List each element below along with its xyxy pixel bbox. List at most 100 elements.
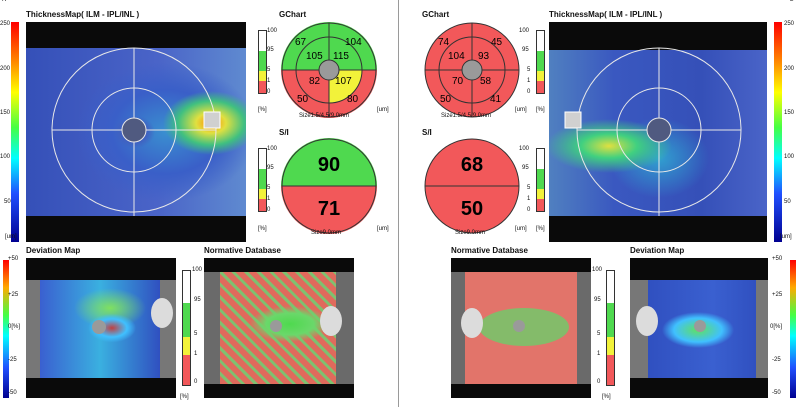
percent-tick: 95 bbox=[194, 297, 201, 303]
normative-database-image[interactable] bbox=[204, 258, 354, 398]
thickness-grid-overlay bbox=[51, 47, 221, 216]
gchart-value: 50 bbox=[297, 94, 309, 105]
percent-tick: 1 bbox=[194, 351, 198, 357]
percent-tick: 100 bbox=[192, 267, 203, 273]
gchart-value: 105 bbox=[306, 51, 323, 62]
thickness-map-image[interactable] bbox=[549, 22, 767, 242]
percent-tick: 100 bbox=[519, 28, 530, 34]
percent-tick: 100 bbox=[267, 28, 278, 34]
thickness-map-title: ThicknessMap( ILM - IPL/INL ) bbox=[26, 10, 140, 19]
percent-tick: 1 bbox=[267, 78, 271, 84]
deviation-tick: -50 bbox=[8, 390, 17, 396]
si-superior-value: 68 bbox=[461, 154, 483, 176]
si-size-label: Size9.0mm bbox=[311, 230, 342, 236]
deviation-color-scale bbox=[3, 260, 9, 398]
um-unit: [um] bbox=[515, 226, 527, 232]
percent-unit: [%] bbox=[180, 394, 189, 400]
percent-tick: 95 bbox=[267, 47, 274, 53]
gchart-value: 67 bbox=[295, 37, 307, 48]
percent-unit: [%] bbox=[536, 226, 545, 232]
percent-tick: 5 bbox=[527, 67, 531, 73]
percent-tick: 1 bbox=[527, 78, 531, 84]
um-unit: [um] bbox=[377, 107, 389, 113]
percent-unit: [%] bbox=[258, 107, 267, 113]
percent-tick: 5 bbox=[597, 331, 601, 337]
percent-tick: 95 bbox=[522, 47, 529, 53]
deviation-map-image[interactable] bbox=[630, 258, 768, 398]
percent-unit: [%] bbox=[536, 107, 545, 113]
gchart-value: 115 bbox=[333, 51, 349, 62]
normative-percent-scale bbox=[182, 270, 191, 386]
percent-tick: 5 bbox=[527, 185, 531, 191]
corner-label-right: L bbox=[790, 0, 794, 3]
thickness-grid-overlay bbox=[564, 47, 742, 216]
deviation-map-title: Deviation Map bbox=[26, 246, 81, 255]
deviation-tick: 0[%] bbox=[770, 324, 783, 330]
thickness-unit: [um] bbox=[780, 234, 792, 240]
normative-percent-scale bbox=[606, 270, 615, 386]
percent-unit: [%] bbox=[602, 394, 611, 400]
gchart-size-label: Size1.5/4.5/9.0mm bbox=[441, 113, 492, 119]
gchart-title: GChart bbox=[422, 10, 450, 19]
percent-tick: 100 bbox=[592, 267, 603, 273]
si-percent-scale bbox=[536, 148, 545, 212]
si-chart-left-eye[interactable]: 68 50 bbox=[424, 138, 520, 234]
thickness-map-title: ThicknessMap( ILM - IPL/INL ) bbox=[549, 10, 663, 19]
si-percent-scale bbox=[258, 148, 267, 212]
percent-tick: 0 bbox=[194, 379, 198, 385]
percent-tick: 0 bbox=[267, 89, 271, 95]
percent-tick: 5 bbox=[267, 67, 271, 73]
deviation-color-scale bbox=[790, 260, 796, 398]
gchart-value: 70 bbox=[452, 76, 464, 87]
percent-tick: 5 bbox=[194, 331, 198, 337]
deviation-map-title: Deviation Map bbox=[630, 246, 685, 255]
thickness-tick: 200 bbox=[0, 66, 11, 72]
si-superior-value: 90 bbox=[318, 154, 340, 176]
gchart-left-eye[interactable]: 74 45 104 93 70 58 50 41 bbox=[424, 22, 520, 118]
deviation-tick: +25 bbox=[772, 292, 783, 298]
deviation-tick: -25 bbox=[772, 357, 781, 363]
deviation-map-image[interactable] bbox=[26, 258, 176, 398]
thickness-tick: 200 bbox=[784, 66, 795, 72]
gchart-value: 80 bbox=[347, 94, 359, 105]
thickness-unit: [um] bbox=[5, 234, 17, 240]
thickness-tick: 250 bbox=[784, 21, 795, 27]
percent-tick: 1 bbox=[597, 351, 601, 357]
si-title: S/I bbox=[279, 128, 289, 137]
si-size-label: Size9.0mm bbox=[455, 230, 486, 236]
gchart-value: 104 bbox=[448, 51, 465, 62]
normative-database-image[interactable] bbox=[451, 258, 591, 398]
thickness-tick: 150 bbox=[784, 110, 795, 116]
percent-tick: 0 bbox=[527, 89, 531, 95]
percent-tick: 0 bbox=[267, 207, 271, 213]
thickness-tick: 100 bbox=[0, 154, 11, 160]
gchart-value: 93 bbox=[478, 51, 490, 62]
thickness-map-image[interactable] bbox=[26, 22, 246, 242]
gchart-value: 41 bbox=[490, 94, 502, 105]
thickness-tick: 50 bbox=[4, 199, 11, 205]
percent-tick: 100 bbox=[519, 146, 530, 152]
center-divider bbox=[398, 0, 399, 407]
gchart-right-eye[interactable]: 67 104 105 115 82 107 50 80 bbox=[281, 22, 377, 118]
gchart-value: 45 bbox=[491, 37, 503, 48]
gchart-value: 58 bbox=[480, 76, 492, 87]
gchart-value: 50 bbox=[440, 94, 452, 105]
si-chart-right-eye[interactable]: 90 71 bbox=[281, 138, 377, 234]
gchart-percent-scale bbox=[536, 30, 545, 94]
deviation-tick: +50 bbox=[772, 256, 783, 262]
gchart-size-label: Size1.5/4.5/9.0mm bbox=[299, 113, 350, 119]
gchart-value: 107 bbox=[335, 76, 352, 87]
thickness-tick: 100 bbox=[784, 154, 795, 160]
deviation-tick: 0[%] bbox=[8, 324, 21, 330]
deviation-tick: +25 bbox=[8, 292, 19, 298]
thickness-color-scale bbox=[774, 22, 782, 242]
gchart-title: GChart bbox=[279, 10, 307, 19]
um-unit: [um] bbox=[377, 226, 389, 232]
percent-tick: 95 bbox=[522, 165, 529, 171]
thickness-tick: 50 bbox=[784, 199, 791, 205]
si-inferior-value: 50 bbox=[461, 198, 483, 220]
percent-tick: 100 bbox=[267, 146, 278, 152]
percent-tick: 0 bbox=[597, 379, 601, 385]
normative-database-title: Normative Database bbox=[204, 246, 281, 255]
normative-database-title: Normative Database bbox=[451, 246, 528, 255]
